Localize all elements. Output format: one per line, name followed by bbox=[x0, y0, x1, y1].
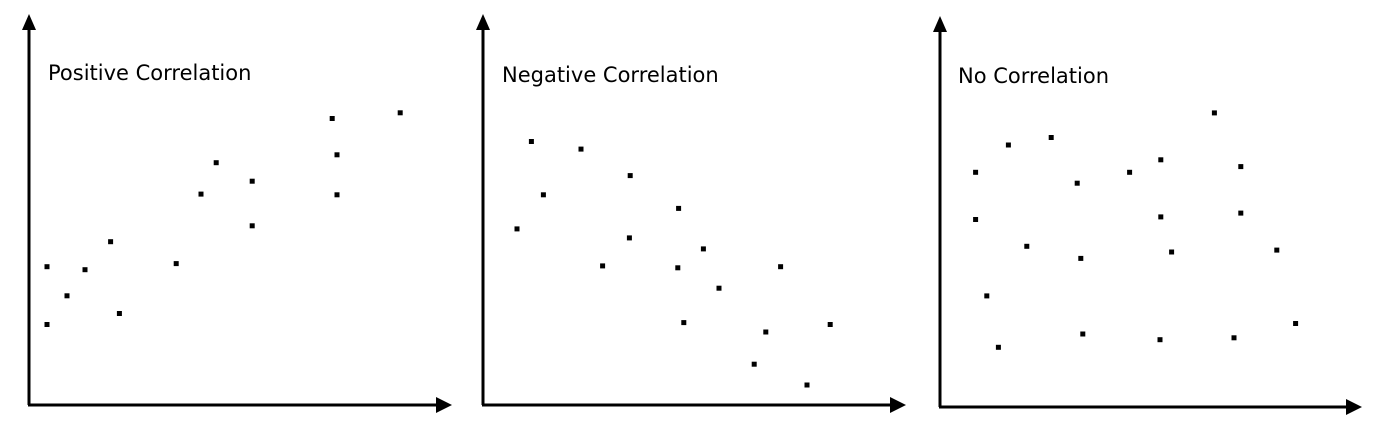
no-correlation-data-point bbox=[1211, 110, 1217, 116]
negative-correlation-data-point bbox=[681, 320, 687, 326]
negative-correlation-data-point bbox=[751, 361, 757, 367]
no-correlation-data-point bbox=[1274, 247, 1280, 253]
positive-correlation-data-point bbox=[249, 223, 255, 229]
negative-correlation-data-point bbox=[627, 173, 633, 179]
negative-correlation-data-point bbox=[675, 265, 681, 271]
positive-correlation-x-axis-arrowhead bbox=[436, 397, 452, 413]
no-correlation-data-point bbox=[1078, 255, 1084, 261]
positive-correlation-data-point bbox=[334, 192, 340, 198]
positive-correlation-data-point bbox=[64, 293, 70, 299]
no-correlation-data-point bbox=[973, 169, 979, 175]
negative-correlation-data-point bbox=[626, 235, 632, 241]
no-correlation-data-point bbox=[973, 217, 979, 222]
no-correlation-data-point bbox=[1293, 321, 1299, 326]
positive-correlation-title: Positive Correlation bbox=[48, 61, 251, 85]
no-correlation-data-point bbox=[1158, 214, 1164, 220]
positive-correlation-data-point bbox=[44, 264, 50, 270]
positive-correlation-panel: Positive Correlation bbox=[22, 14, 452, 413]
negative-correlation-data-point bbox=[804, 382, 810, 388]
negative-correlation-panel: Negative Correlation bbox=[476, 14, 906, 413]
negative-correlation-x-axis-arrowhead bbox=[890, 397, 906, 413]
positive-correlation-data-point bbox=[334, 152, 340, 158]
no-correlation-data-point bbox=[1074, 180, 1080, 186]
no-correlation-data-point bbox=[1231, 335, 1237, 341]
negative-correlation-data-point bbox=[778, 264, 784, 270]
no-correlation-data-point bbox=[995, 344, 1001, 350]
negative-correlation-data-point bbox=[827, 322, 833, 327]
negative-correlation-title: Negative Correlation bbox=[502, 63, 719, 87]
positive-correlation-y-axis-arrowhead bbox=[22, 14, 36, 30]
positive-correlation-data-point bbox=[173, 261, 179, 267]
negative-correlation-data-point bbox=[514, 226, 520, 232]
no-correlation-data-point bbox=[1005, 142, 1011, 148]
positive-correlation-data-point bbox=[82, 267, 88, 273]
positive-correlation-data-point bbox=[249, 178, 255, 184]
positive-correlation-data-point bbox=[108, 239, 114, 245]
negative-correlation-data-point bbox=[700, 246, 706, 252]
no-correlation-y-axis-arrowhead bbox=[933, 16, 947, 32]
negative-correlation-data-point bbox=[600, 263, 606, 269]
negative-correlation-data-point bbox=[540, 192, 546, 198]
positive-correlation-data-point bbox=[44, 322, 50, 327]
no-correlation-data-point bbox=[1048, 135, 1054, 140]
negative-correlation-data-point bbox=[676, 205, 682, 211]
no-correlation-data-point bbox=[1158, 157, 1164, 163]
positive-correlation-data-point bbox=[198, 191, 204, 197]
negative-correlation-data-point bbox=[578, 146, 584, 152]
no-correlation-x-axis-arrowhead bbox=[1346, 399, 1362, 415]
no-correlation-data-point bbox=[1238, 210, 1244, 216]
negative-correlation-data-point bbox=[528, 139, 534, 144]
positive-correlation-data-point bbox=[329, 116, 335, 121]
no-correlation-data-point bbox=[1169, 249, 1175, 255]
no-correlation-data-point bbox=[984, 293, 990, 299]
no-correlation-data-point bbox=[1157, 337, 1163, 343]
no-correlation-data-point bbox=[1024, 243, 1030, 249]
positive-correlation-data-point bbox=[116, 311, 122, 316]
positive-correlation-data-point bbox=[397, 110, 403, 116]
no-correlation-title: No Correlation bbox=[958, 64, 1109, 88]
no-correlation-data-point bbox=[1127, 169, 1133, 175]
no-correlation-data-point bbox=[1080, 331, 1086, 337]
negative-correlation-y-axis-arrowhead bbox=[476, 14, 490, 30]
no-correlation-panel: No Correlation bbox=[933, 16, 1362, 415]
negative-correlation-data-point bbox=[763, 329, 769, 335]
no-correlation-data-point bbox=[1238, 164, 1244, 170]
negative-correlation-data-point bbox=[716, 285, 722, 291]
positive-correlation-data-point bbox=[213, 160, 219, 166]
